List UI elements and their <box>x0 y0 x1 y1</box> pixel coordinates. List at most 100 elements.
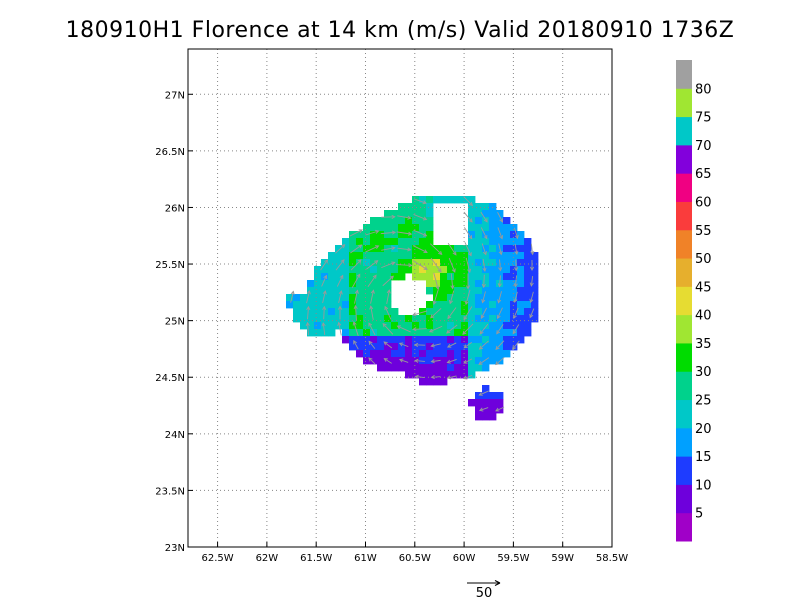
wind-cell <box>489 343 497 351</box>
wind-vector-head <box>514 234 519 240</box>
wind-cell <box>426 315 434 323</box>
wind-vector-head <box>391 261 396 266</box>
wind-cell <box>517 287 525 295</box>
wind-vector <box>479 407 489 411</box>
wind-cell <box>461 308 469 316</box>
wind-vector-head <box>468 235 473 240</box>
wind-cell <box>363 294 371 302</box>
wind-vector <box>354 290 358 304</box>
wind-cell <box>384 259 392 267</box>
wind-cell <box>370 252 378 260</box>
wind-cell <box>482 315 490 323</box>
wind-vector <box>335 259 345 271</box>
wind-vector-head <box>352 321 357 326</box>
wind-vector <box>514 227 518 239</box>
wind-vector-head <box>398 342 404 347</box>
wind-cell <box>342 315 350 323</box>
wind-vector <box>448 257 456 273</box>
wind-cell <box>475 399 483 407</box>
wind-vector-head <box>368 340 373 345</box>
wind-vector <box>497 307 503 319</box>
wind-cell <box>510 224 518 232</box>
wind-cell <box>391 273 399 281</box>
wind-vector-head <box>412 327 417 332</box>
wind-cell <box>447 196 455 204</box>
wind-cell <box>447 343 455 351</box>
wind-cell <box>426 273 434 281</box>
colorbar-segment <box>676 116 692 146</box>
wind-cell <box>391 308 399 316</box>
wind-cell <box>405 371 413 379</box>
wind-cell <box>496 210 504 218</box>
wind-cell <box>412 315 420 323</box>
wind-cell <box>391 217 399 225</box>
wind-vector-head <box>372 274 377 279</box>
wind-cell <box>510 301 518 309</box>
colorbar-label: 65 <box>695 167 712 182</box>
wind-cell <box>419 378 427 386</box>
wind-vector <box>496 324 504 334</box>
wind-cell <box>342 273 350 281</box>
wind-vector <box>384 358 392 364</box>
wind-vector-head <box>391 230 397 235</box>
wind-cell <box>475 364 483 372</box>
wind-vector <box>415 375 425 379</box>
wind-cell <box>433 259 441 267</box>
wind-vector-head <box>354 289 359 294</box>
wind-cell <box>356 245 364 253</box>
colorbar-segment <box>676 314 692 344</box>
wind-vector-head <box>383 358 388 362</box>
wind-cell <box>461 350 469 358</box>
wind-cell <box>496 238 504 246</box>
wind-vector <box>336 275 344 287</box>
wind-vector <box>479 323 489 335</box>
wind-cell <box>293 294 301 302</box>
wind-vector-head <box>496 314 501 320</box>
wind-cell <box>510 273 518 281</box>
wind-cell <box>349 301 357 309</box>
wind-cell <box>524 266 532 274</box>
wind-cell <box>440 287 448 295</box>
wind-cell <box>321 315 329 323</box>
wind-cell <box>426 329 434 337</box>
wind-cell <box>342 259 350 267</box>
wind-cell <box>412 371 420 379</box>
wind-cell <box>405 217 413 225</box>
wind-cell <box>433 301 441 309</box>
wind-vector <box>529 308 535 318</box>
wind-cell <box>342 336 350 344</box>
wind-vector-head <box>483 218 488 223</box>
wind-cell <box>510 231 518 239</box>
wind-cell <box>398 238 406 246</box>
wind-vector <box>367 275 377 287</box>
wind-cell <box>412 350 420 358</box>
wind-vector-head <box>446 375 452 380</box>
wind-cell <box>426 322 434 330</box>
wind-cell <box>335 266 343 274</box>
wind-cell <box>517 280 525 288</box>
wind-cell <box>426 203 434 211</box>
wind-vector <box>530 276 534 286</box>
wind-cell <box>510 343 518 351</box>
wind-cell <box>454 252 462 260</box>
wind-cell <box>482 203 490 211</box>
wind-cell <box>496 217 504 225</box>
wind-vector-head <box>462 330 467 335</box>
wind-cell <box>370 322 378 330</box>
wind-cell <box>391 357 399 365</box>
wind-cell <box>370 224 378 232</box>
wind-vector <box>399 342 409 348</box>
wind-vector <box>353 340 359 350</box>
wind-cell <box>412 224 420 232</box>
wind-cell <box>440 294 448 302</box>
wind-cell <box>377 238 385 246</box>
wind-vector-head <box>356 273 361 278</box>
wind-cell <box>307 294 315 302</box>
wind-cell <box>447 308 455 316</box>
wind-vector <box>465 289 471 305</box>
wind-cell <box>300 308 308 316</box>
wind-cell <box>468 231 476 239</box>
wind-cell <box>356 329 364 337</box>
chart-title: 180910H1 Florence at 14 km (m/s) Valid 2… <box>65 18 735 43</box>
wind-vector-head <box>448 299 453 305</box>
